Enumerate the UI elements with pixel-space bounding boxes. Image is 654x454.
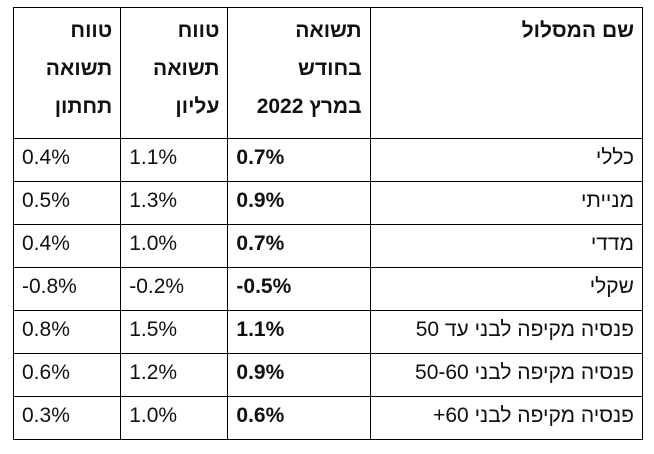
header-line: במרץ 2022 (256, 95, 362, 118)
cell-lower-range: 0.3% (12, 396, 122, 440)
header-line: שם המסלול (521, 19, 634, 42)
returns-table-container: שם המסלול תשואה בחודש במרץ 2022 טווח תשו… (12, 7, 644, 440)
cell-monthly-return: 0.9% (227, 353, 371, 397)
header-line: תחתון (54, 95, 113, 118)
value: 0.3% (22, 404, 70, 427)
value: 0.7% (236, 232, 285, 255)
cell-route-name: פנסיה מקיפה לבני 50-60 (369, 353, 644, 397)
value: 0.4% (22, 146, 70, 169)
cell-lower-range: 0.4% (12, 224, 122, 268)
value: 1.0% (129, 404, 178, 427)
table-row: פנסיה מקיפה לבני עד 50 1.1% 1.5% 0.8% (12, 310, 644, 354)
cell-route-name: שקלי (369, 267, 644, 311)
cell-upper-range: 1.1% (120, 138, 229, 182)
header-line: תשואה (295, 19, 362, 42)
cell-upper-range: -0.2% (120, 267, 229, 311)
value: -0.5% (236, 275, 292, 298)
header-line: תשואה (45, 57, 113, 80)
cell-lower-range: -0.8% (12, 267, 122, 311)
cell-monthly-return: 0.6% (227, 396, 371, 440)
header-line: תשואה (153, 57, 220, 80)
cell-monthly-return: 0.7% (227, 138, 371, 182)
cell-lower-range: 0.8% (12, 310, 122, 354)
header-line: עליון (175, 95, 220, 118)
table-row: פנסיה מקיפה לבני 50-60 0.9% 1.2% 0.6% (12, 353, 644, 397)
cell-upper-range: 1.2% (120, 353, 229, 397)
cell-route-name: כללי (369, 138, 644, 182)
cell-lower-range: 0.4% (12, 138, 122, 182)
cell-route-name: פנסיה מקיפה לבני 60+ (369, 396, 644, 440)
cell-monthly-return: 0.7% (227, 224, 371, 268)
value: 0.6% (22, 361, 70, 384)
value: 0.9% (236, 361, 285, 384)
cell-route-name: מנייתי (369, 181, 644, 225)
header-lower-range: טווח תשואה תחתון (12, 7, 122, 139)
cell-monthly-return: 1.1% (227, 310, 371, 354)
header-route-name: שם המסלול (369, 7, 644, 139)
cell-lower-range: 0.5% (12, 181, 122, 225)
table-row: מדדי 0.7% 1.0% 0.4% (12, 224, 644, 268)
value: 1.3% (129, 189, 178, 212)
cell-upper-range: 1.3% (120, 181, 229, 225)
header-line: טווח (177, 19, 220, 42)
value: 0.4% (22, 232, 70, 255)
cell-lower-range: 0.6% (12, 353, 122, 397)
table-row: מנייתי 0.9% 1.3% 0.5% (12, 181, 644, 225)
value: 0.9% (236, 189, 285, 212)
cell-upper-range: 1.0% (120, 396, 229, 440)
cell-upper-range: 1.0% (120, 224, 229, 268)
returns-table: שם המסלול תשואה בחודש במרץ 2022 טווח תשו… (12, 7, 644, 440)
cell-route-name: מדדי (369, 224, 644, 268)
table-header-row: שם המסלול תשואה בחודש במרץ 2022 טווח תשו… (12, 7, 644, 139)
value: 1.5% (129, 318, 178, 341)
table-row: פנסיה מקיפה לבני 60+ 0.6% 1.0% 0.3% (12, 396, 644, 440)
value: 1.1% (129, 146, 178, 169)
header-line: טווח (70, 19, 113, 42)
table-row: שקלי -0.5% -0.2% -0.8% (12, 267, 644, 311)
cell-route-name: פנסיה מקיפה לבני עד 50 (369, 310, 644, 354)
value: -0.2% (129, 275, 185, 298)
header-line: בחודש (298, 57, 362, 80)
table-row: כללי 0.7% 1.1% 0.4% (12, 138, 644, 182)
cell-monthly-return: 0.9% (227, 181, 371, 225)
value: 1.0% (129, 232, 178, 255)
cell-upper-range: 1.5% (120, 310, 229, 354)
value: 1.1% (236, 318, 285, 341)
value: 0.5% (22, 189, 70, 212)
header-monthly-return: תשואה בחודש במרץ 2022 (227, 7, 371, 139)
value: 0.8% (22, 318, 70, 341)
header-upper-range: טווח תשואה עליון (120, 7, 229, 139)
value: 0.7% (236, 146, 285, 169)
cell-monthly-return: -0.5% (227, 267, 371, 311)
value: 1.2% (129, 361, 178, 384)
value: -0.8% (22, 275, 77, 298)
value: 0.6% (236, 404, 285, 427)
